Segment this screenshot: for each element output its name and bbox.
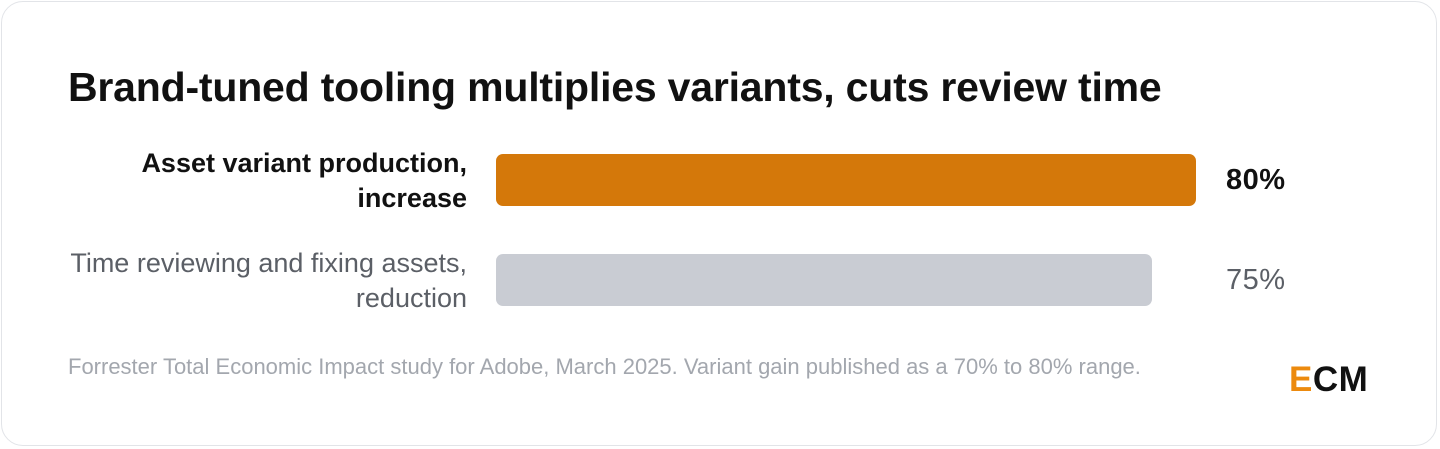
bar-time-reviewing-assets bbox=[496, 254, 1152, 306]
bar-track bbox=[496, 154, 1371, 206]
bar-value-label: 80% bbox=[1226, 164, 1286, 196]
bar-category-label: Asset variant production, increase bbox=[141, 148, 467, 213]
bar-asset-variant-production bbox=[496, 154, 1196, 206]
chart-title: Brand-tuned tooling multiplies variants,… bbox=[68, 64, 1162, 110]
bar-value-label: 75% bbox=[1226, 264, 1286, 296]
source-note: Forrester Total Economic Impact study fo… bbox=[68, 354, 1141, 379]
logo-letter-e: E bbox=[1289, 360, 1313, 399]
bar-track bbox=[496, 254, 1371, 306]
ecm-logo: ECM bbox=[1289, 360, 1368, 400]
logo-letters-cm: CM bbox=[1312, 360, 1369, 399]
bar-row-time-reviewing-assets: Time reviewing and fixing assets, reduct… bbox=[2, 244, 1440, 320]
bar-category-label: Time reviewing and fixing assets, reduct… bbox=[70, 248, 467, 313]
bar-row-asset-variant-production: Asset variant production, increase 80% bbox=[2, 144, 1440, 220]
